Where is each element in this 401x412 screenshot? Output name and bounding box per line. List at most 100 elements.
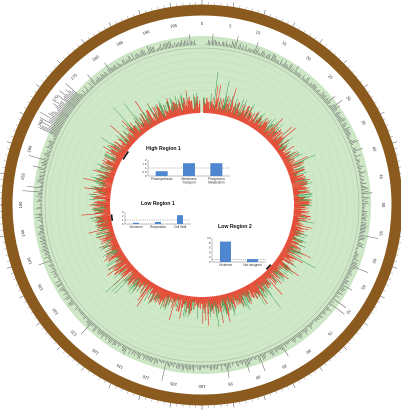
deviation-bar — [140, 279, 149, 291]
deviation-bar — [281, 143, 284, 146]
histogram-bar — [58, 277, 60, 279]
deviation-bar — [285, 242, 302, 251]
deviation-bar — [271, 124, 283, 136]
grid-circle — [34, 37, 370, 373]
histogram-bar — [235, 35, 239, 49]
histogram-bar — [91, 322, 94, 326]
histogram-bar — [160, 359, 162, 363]
deviation-bar — [223, 104, 228, 116]
minor-tick — [5, 154, 8, 156]
deviation-bar — [183, 295, 186, 304]
deviation-bar — [239, 109, 245, 122]
histogram-bar — [361, 191, 369, 193]
deviation-bar — [257, 121, 266, 133]
histogram-bar — [292, 336, 297, 341]
deviation-bar — [107, 249, 119, 256]
histogram-bar — [143, 354, 146, 360]
inset-tick-label: 2 — [209, 255, 211, 259]
minor-tick — [145, 10, 147, 13]
minor-tick — [374, 101, 377, 104]
deviation-bar — [118, 254, 125, 259]
deviation-bar — [186, 295, 188, 303]
deviation-bar — [121, 124, 136, 139]
minor-tick — [348, 342, 351, 345]
histogram-bar — [282, 60, 287, 68]
histogram-bar — [347, 136, 350, 138]
histogram-bar — [231, 40, 234, 48]
deviation-bar — [145, 110, 156, 127]
deviation-bar — [109, 239, 118, 244]
deviation-bar — [291, 182, 307, 187]
deviation-bar — [116, 253, 125, 259]
deviation-bar — [138, 277, 146, 287]
deviation-bar — [296, 243, 306, 248]
histogram-bar — [348, 139, 352, 142]
deviation-bar — [263, 123, 273, 134]
inset-category-label: Virulence — [219, 263, 232, 267]
deviation-bar — [109, 160, 112, 162]
deviation-bar — [114, 276, 132, 294]
histogram-bar — [246, 358, 250, 365]
histogram-bar — [65, 89, 81, 102]
histogram-bar — [98, 329, 103, 335]
histogram-bar — [87, 319, 91, 324]
deviation-bar — [246, 296, 251, 304]
histogram-bar — [22, 190, 43, 193]
minor-tick — [329, 359, 332, 362]
deviation-bar — [128, 278, 141, 293]
deviation-bar — [234, 108, 239, 120]
deviation-bar — [115, 256, 126, 263]
histogram-bar — [334, 111, 339, 116]
deviation-bar — [112, 156, 118, 160]
minor-tick — [53, 65, 56, 68]
histogram-bar — [274, 58, 277, 63]
deviation-bar — [293, 214, 311, 217]
deviation-bar — [265, 128, 276, 139]
deviation-bar — [227, 296, 232, 310]
deviation-bar — [243, 118, 246, 123]
histogram-bar — [257, 52, 260, 56]
histogram-bar — [274, 347, 279, 353]
coordinate-tick-label: 90 — [254, 374, 261, 380]
histogram-bar — [51, 262, 53, 264]
deviation-bar — [156, 293, 160, 300]
histogram-bar — [357, 165, 361, 167]
deviation-bar — [237, 99, 244, 114]
deviation-bar — [152, 116, 158, 125]
deviation-bar — [149, 284, 156, 295]
deviation-bar — [302, 179, 306, 182]
histogram-bar — [40, 126, 59, 136]
deviation-bar — [113, 141, 128, 152]
deviation-bar — [94, 178, 104, 181]
histogram-bar — [317, 92, 320, 95]
histogram-bar — [47, 254, 51, 256]
histogram-bar — [57, 111, 68, 119]
histogram-bar — [162, 47, 164, 50]
deviation-bar — [285, 163, 291, 167]
histogram-bar — [174, 42, 176, 48]
histogram-bar — [295, 334, 298, 338]
histogram-bar — [52, 266, 55, 268]
deviation-bar — [246, 291, 253, 302]
minor-tick — [352, 337, 355, 340]
histogram-bar — [177, 363, 179, 369]
region-marker — [122, 151, 130, 160]
deviation-bar — [216, 109, 218, 115]
deviation-bar — [165, 291, 171, 307]
minor-tick — [77, 363, 80, 366]
histogram-bar — [176, 363, 178, 369]
histogram-bar — [267, 350, 269, 353]
inset-category-label: Transport — [182, 180, 196, 184]
deviation-bar — [281, 153, 289, 159]
histogram-bar — [320, 311, 324, 315]
deviation-bar — [112, 160, 120, 165]
deviation-bar — [143, 286, 153, 302]
minor-tick — [151, 8, 153, 11]
inset-category-label: Virulence — [129, 225, 142, 229]
deviation-bar — [205, 97, 207, 114]
histogram-bar — [61, 288, 66, 292]
deviation-bar — [134, 114, 145, 128]
histogram-bar — [356, 245, 364, 248]
deviation-bar — [292, 221, 298, 223]
histogram-bar — [165, 42, 168, 49]
